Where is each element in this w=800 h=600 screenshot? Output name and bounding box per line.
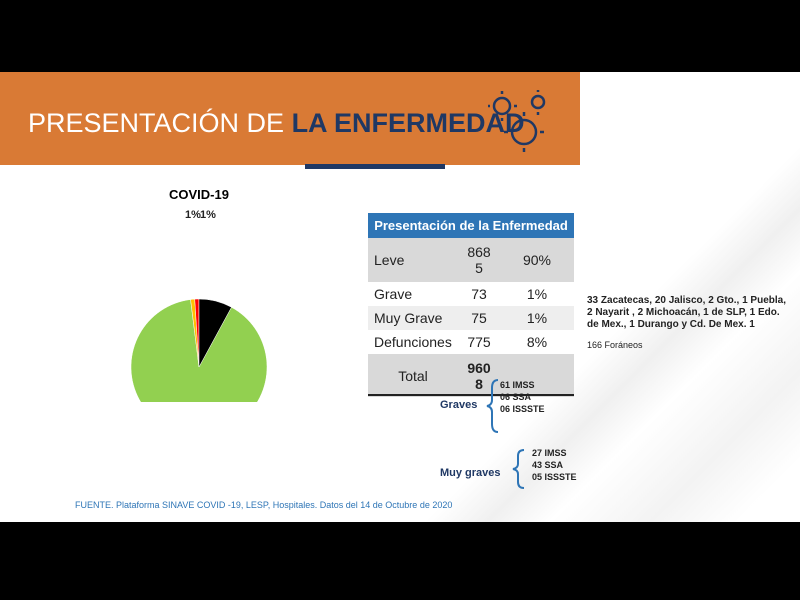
table-row: Leve 8685 90% (368, 238, 574, 282)
header-band: PRESENTACIÓN DE LA ENFERMEDAD (0, 72, 580, 165)
slide: PRESENTACIÓN DE LA ENFERMEDAD COVID-19 9… (0, 72, 800, 522)
graves-label: Graves (440, 399, 477, 411)
states-note: 33 Zacatecas, 20 Jalisco, 2 Gto., 1 Pueb… (587, 295, 786, 330)
table-cell: 1% (526, 286, 548, 302)
table-cell: 9608 (467, 359, 491, 392)
title-bold: LA ENFERMEDAD (291, 108, 525, 138)
table-row: Muy Grave 75 1% (368, 306, 574, 330)
graves-item: 61 IMSS (500, 380, 535, 390)
table-cell: Defunciones (374, 334, 452, 350)
footer: FUENTE. Plataforma SINAVE COVID -19, LES… (75, 500, 453, 510)
table-cell: 73 (471, 286, 487, 302)
header-title: PRESENTACIÓN DE LA ENFERMEDAD (28, 108, 525, 139)
table-cell: 75 (471, 310, 487, 326)
chart-title: COVID-19 (169, 187, 229, 202)
table-title: Presentación de la Enfermedad (374, 218, 568, 233)
data-label: 1% (200, 209, 216, 221)
table-cell: Muy Grave (374, 310, 443, 326)
table-row: Total 9608 (368, 354, 574, 397)
table-cell: Total (398, 367, 428, 384)
muy-graves-item: 05 ISSSTE (532, 472, 577, 482)
brackets: Graves Muy graves 61 IMSS 06 SSA 06 ISSSTE… (440, 379, 577, 489)
graves-item: 06 SSA (500, 392, 532, 402)
table-cell: 90% (522, 252, 552, 268)
table: Presentación de la Enfermedad Leve 8685 90… (368, 213, 574, 397)
table-cell: 1% (526, 310, 548, 326)
table-cell: 8685 (467, 244, 491, 276)
table-rule (368, 394, 574, 396)
table-cell: Leve (374, 252, 405, 268)
table-cell: 775 (467, 334, 491, 350)
header-underline (305, 164, 445, 169)
table-cell: 8% (526, 334, 548, 350)
pie-chart: COVID-19 91%1%1%LEVEGRAVEMUY GRAVEDEFUNC… (130, 187, 268, 402)
data-label: 91% (193, 275, 227, 294)
muy-graves-label: Muy graves (440, 467, 501, 479)
muy-graves-item: 27 IMSS (532, 448, 567, 458)
table-row: Defunciones 775 8% (368, 330, 574, 354)
title-light: PRESENTACIÓN DE (28, 108, 285, 138)
pie-slice (198, 298, 232, 368)
table-cell: Grave (374, 286, 413, 302)
muy-graves-item: 43 SSA (532, 460, 564, 470)
graves-item: 06 ISSSTE (500, 404, 545, 414)
foraneos-note: 166 Foráneos (587, 340, 643, 350)
table-row: Grave 73 1% (368, 282, 574, 306)
virus-icons (488, 90, 546, 152)
pie-slice (130, 299, 268, 402)
data-label: 1% (185, 209, 201, 221)
